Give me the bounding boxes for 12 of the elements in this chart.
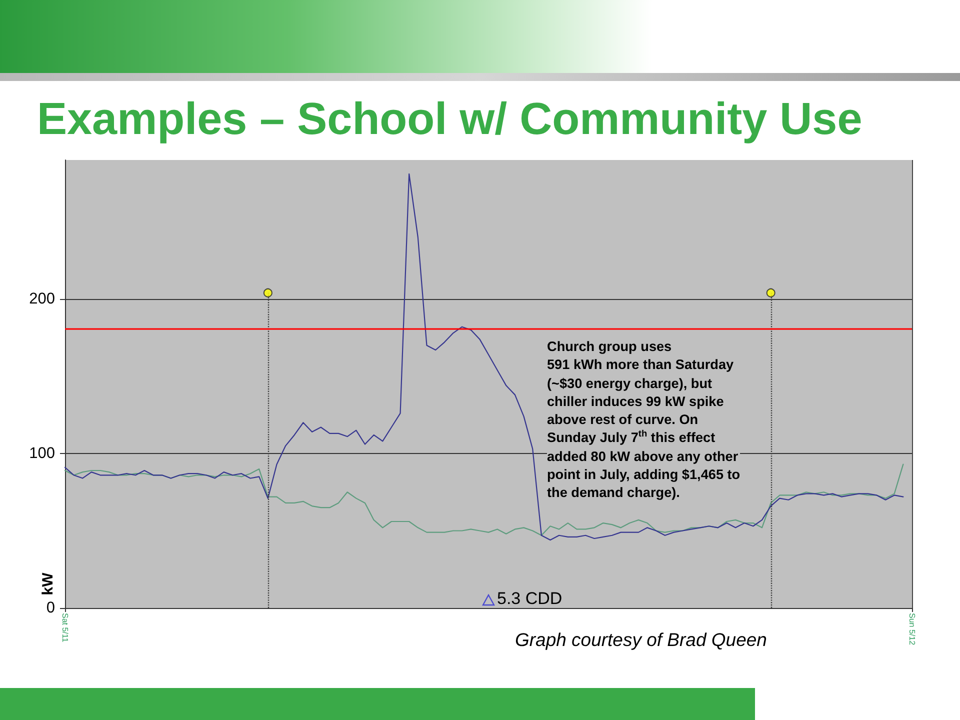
- line-series: [64, 173, 904, 541]
- chart-title: Examples – School w/ Community Use: [37, 93, 862, 144]
- y-tick-label: 100: [29, 445, 56, 462]
- y-tick-label: 0: [46, 600, 56, 616]
- annotation: 5.3 CDD: [497, 589, 562, 609]
- y-axis-title: kW: [40, 572, 56, 596]
- text: Graph courtesy of Brad Queen: [515, 629, 767, 651]
- line-series: [64, 464, 904, 536]
- x-tick-label: Sun 5/12: [908, 613, 916, 646]
- y-tick-label: 200: [29, 290, 56, 308]
- text: Church group uses 591 kWh more than Saturday (~$30 energy charge), but chiller induces 99 kW spike above rest of curve. On Sunday July 7$^{th}$ this effect added 80 kW above any other point in July, adding $1,465 to the demand charge).: [547, 339, 740, 500]
- x-tick-label: Sat 5/11: [60, 613, 70, 643]
